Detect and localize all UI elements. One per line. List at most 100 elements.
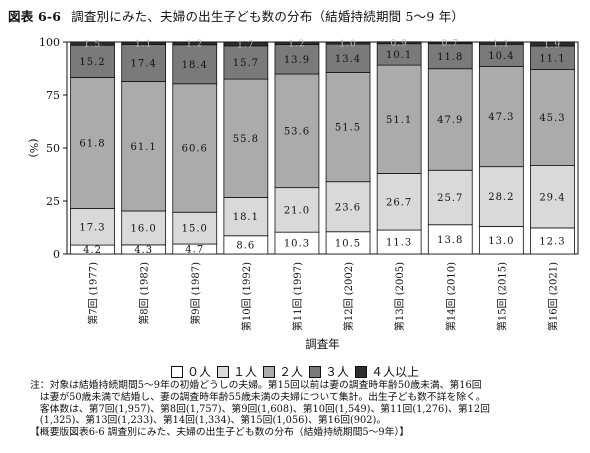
bar-segment (376, 173, 422, 231)
bar-value-label: 15.2 (79, 57, 105, 68)
bar-value-label: 16.0 (131, 224, 157, 235)
bar-value-label: 10.4 (488, 51, 514, 62)
bar-value-label: 15.7 (233, 58, 259, 69)
bar-segment (121, 44, 167, 82)
bar-value-label: 17.3 (79, 222, 105, 233)
bar-segment (223, 196, 269, 237)
bar-segment (427, 41, 473, 45)
bar-segment (70, 41, 115, 46)
bar-value-label: 28.2 (488, 192, 514, 203)
bar-value-label: 61.8 (79, 139, 105, 150)
bar-segment (172, 44, 218, 85)
bar-segment (325, 41, 371, 45)
legend-item: ３人 (309, 363, 349, 380)
bar-segment (478, 41, 524, 45)
bar-segment (325, 72, 371, 183)
bar-value-label: 23.6 (335, 202, 361, 213)
bar-value-label: 11.3 (386, 238, 412, 249)
bar-value-label: 1.1 (493, 39, 510, 49)
bar-value-label: 4.7 (185, 245, 204, 256)
bar-value-label: 47.9 (437, 115, 463, 126)
bar-segment (121, 81, 167, 212)
stacked-bar-chart: 0 25 50 75 100 (%) 4.2 17.3 61.8 15.2 1.5 第7回 (1977… (27, 36, 579, 351)
bar-segment (376, 64, 422, 174)
x-tick-label: 第10回 (1992) (240, 262, 253, 331)
bar-segment (223, 41, 269, 47)
bar-value-label: 25.7 (437, 193, 463, 204)
bar-segment (427, 224, 473, 255)
bar-value-label: 1.0 (339, 39, 356, 49)
figure-title: 図表 6-6 調査別にみた、夫婦の出生子ども数の分布（結婚持続期間 5～9 年） (8, 6, 464, 25)
bar-value-label: 0.7 (442, 39, 459, 49)
x-tick-label: 第9回 (1987) (189, 262, 202, 325)
bar-segment (223, 45, 269, 80)
bar-value-label: 51.5 (335, 123, 361, 134)
bar-value-label: 1.9 (544, 40, 561, 50)
bar-value-label: 15.0 (182, 224, 208, 235)
bar-segment (274, 187, 320, 233)
legend-swatch (216, 365, 229, 378)
legend-label: １人 (232, 365, 257, 379)
y-tick-label: 75 (46, 89, 60, 102)
bar-segment (121, 41, 167, 45)
bar-value-label: 26.7 (386, 197, 412, 208)
bar-value-label: 0.9 (390, 39, 407, 49)
y-tick-label: 100 (39, 36, 60, 49)
bar-value-label: 51.1 (386, 115, 412, 126)
bar-value-label: 1.1 (135, 40, 152, 50)
y-tick-label: 0 (53, 248, 60, 261)
legend-label: ３人 (325, 365, 350, 379)
x-axis-label: 調査年 (305, 337, 340, 351)
legend-label: ０人 (186, 365, 211, 379)
bar-value-label: 4.2 (83, 245, 102, 256)
legend-item: ２人 (262, 363, 303, 380)
bar-segment (172, 41, 218, 46)
legend-item: ０人 (170, 363, 211, 380)
bar-value-label: 11.1 (539, 53, 565, 64)
bar-value-label: 1.2 (186, 40, 203, 50)
bar-segment (530, 41, 575, 47)
x-tick-label: 第13回 (2005) (393, 262, 406, 331)
x-tick-label: 第8回 (1982) (138, 262, 151, 325)
bar-value-label: 18.4 (182, 60, 208, 71)
y-tick-label: 50 (46, 142, 60, 155)
bar-value-label: 45.3 (539, 113, 565, 124)
bar-value-label: 18.1 (233, 212, 259, 223)
bar-value-label: 21.0 (284, 206, 310, 217)
bar-segment (70, 77, 115, 209)
bar-value-label: 8.6 (236, 240, 255, 251)
x-tick-label: 第15回 (2015) (495, 262, 508, 331)
x-tick-label: 第14回 (2010) (444, 262, 457, 331)
note-line: 客体数は、第7回(1,957)、第8回(1,757)、第9回(1,608)、第1… (30, 403, 490, 415)
bar-segment (274, 41, 320, 45)
bar-value-label: 1.2 (288, 40, 305, 50)
bar-segment (530, 165, 575, 229)
x-tick-label: 第12回 (2002) (342, 262, 355, 331)
bar-value-label: 17.4 (131, 59, 157, 70)
bar-segment (427, 169, 473, 226)
x-tick-label: 第16回 (2021) (546, 262, 559, 331)
x-tick-label: 第7回 (1977) (87, 262, 100, 325)
bar-segment (325, 181, 371, 233)
bar-value-label: 4.3 (134, 245, 153, 256)
bar-value-label: 13.8 (437, 235, 463, 246)
bar-value-label: 13.0 (488, 236, 514, 247)
bar-value-label: 61.1 (131, 142, 157, 153)
legend-swatch (170, 365, 183, 378)
legend-swatch (355, 365, 368, 378)
legend-item: １人 (216, 363, 257, 380)
bar-value-label: 10.5 (335, 238, 361, 249)
bar-value-label: 1.5 (84, 40, 101, 50)
bar-value-label: 13.4 (335, 54, 361, 65)
y-tick-label: 25 (46, 195, 60, 208)
bar-segment (70, 44, 115, 78)
legend-label: ４人以上 (371, 365, 420, 379)
bar-segment (172, 211, 218, 245)
legend-item: ４人以上 (355, 363, 419, 380)
note-line: 【概要版図表6-6 調査別にみた、夫婦の出生子ども数の分布（結婚持続期間5～9年… (30, 427, 410, 439)
bar-segment (478, 166, 524, 227)
bar-segment (427, 43, 473, 70)
bar-segment (223, 78, 269, 198)
bar-value-label: 60.6 (182, 144, 208, 155)
bar-value-label: 47.3 (488, 112, 514, 123)
